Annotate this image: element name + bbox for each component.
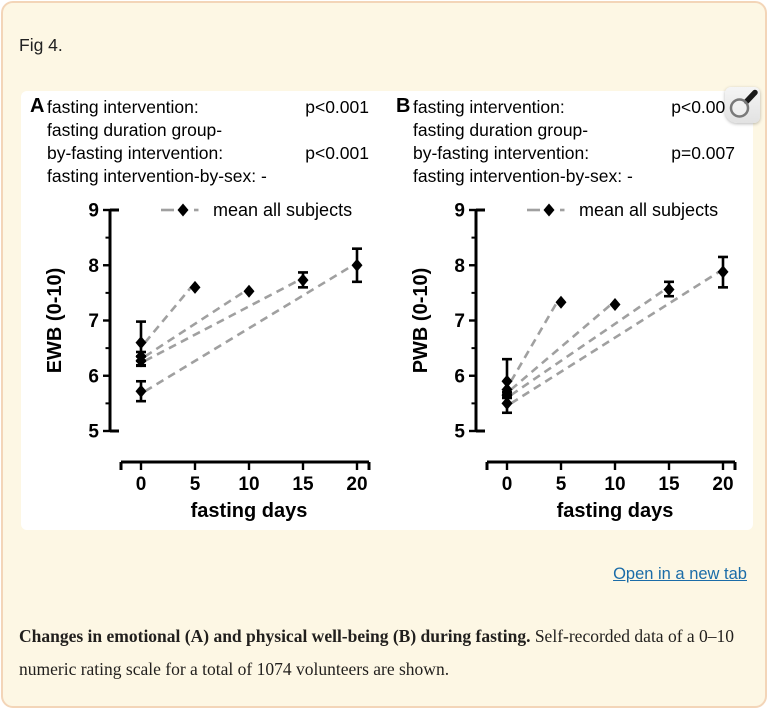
data-point — [189, 280, 201, 294]
x-axis: 0 5 10 15 20 fasting days — [119, 460, 371, 522]
caption-bold-text: Changes in emotional (A) and physical we… — [19, 626, 531, 646]
panel-b-header: B fasting intervention: p<0.001 fasting … — [387, 91, 753, 191]
svg-text:0: 0 — [502, 474, 513, 495]
svg-text:5: 5 — [88, 422, 99, 443]
svg-text:mean all subjects: mean all subjects — [579, 200, 718, 220]
svg-text:7: 7 — [454, 311, 465, 332]
legend: mean all subjects — [527, 200, 718, 220]
x-axis-title: fasting days — [557, 500, 674, 522]
data-series — [135, 247, 363, 403]
y-axis: 5 6 7 8 9 EWB (0-10) — [44, 201, 119, 443]
data-point — [501, 396, 513, 410]
y-axis-title: PWB (0-10) — [410, 268, 432, 374]
annotation-row: fasting duration group- — [413, 119, 735, 142]
chart-panel-a: mean all subjects 5 6 7 8 9 EWB (0-10) 0 5 10 15 20… — [44, 200, 371, 522]
svg-text:0: 0 — [136, 474, 147, 495]
legend-marker — [177, 203, 189, 217]
data-point — [351, 258, 363, 272]
panel-b-letter: B — [396, 95, 411, 117]
open-in-new-tab-link[interactable]: Open in a new tab — [613, 565, 747, 583]
svg-text:5: 5 — [190, 474, 201, 495]
data-point — [555, 295, 567, 309]
chart-panel-b: mean all subjects 5 6 7 8 9 PWB (0-10) 0 5 10 15 20… — [410, 200, 737, 522]
data-point — [135, 354, 147, 368]
zoom-cursor-icon — [725, 87, 760, 123]
caption-regular-text: Self-recorded data of a 0–10 numeric rat… — [19, 626, 735, 679]
annotation-row: fasting intervention: p<0.001 — [47, 96, 369, 119]
annotation-pvalue: p<0.001 — [305, 143, 369, 163]
annotation-row: by-fasting intervention: p=0.007 — [413, 142, 735, 165]
data-point — [297, 273, 309, 287]
data-point — [609, 297, 621, 311]
figure-label: Fig 4. — [19, 35, 63, 55]
annotation-label: by-fasting intervention: — [413, 143, 590, 163]
data-point — [243, 284, 255, 298]
annotation-label: fasting intervention-by-sex: - — [47, 166, 267, 186]
annotation-label: fasting intervention-by-sex: - — [413, 166, 633, 186]
annotation-row: fasting intervention-by-sex: - — [47, 165, 369, 188]
svg-text:10: 10 — [604, 474, 625, 495]
data-series — [501, 255, 729, 415]
trend-line — [144, 279, 300, 362]
figure-image[interactable]: A fasting intervention: p<0.001 fasting … — [21, 87, 760, 530]
data-point — [663, 283, 675, 297]
svg-text:10: 10 — [238, 474, 259, 495]
svg-text:8: 8 — [454, 256, 465, 277]
trend-line — [144, 286, 192, 344]
svg-text:9: 9 — [454, 201, 465, 222]
svg-text:8: 8 — [88, 256, 99, 277]
legend-marker — [543, 203, 555, 217]
annotation-pvalue: p<0.001 — [305, 97, 369, 117]
svg-text:6: 6 — [454, 366, 465, 387]
trend-line — [144, 264, 354, 393]
trend-line — [510, 303, 612, 391]
svg-text:7: 7 — [88, 311, 99, 332]
annotation-row: fasting intervention: p<0.001 — [413, 96, 735, 119]
y-axis-title: EWB (0-10) — [44, 268, 66, 374]
panel-a: A fasting intervention: p<0.001 fasting … — [21, 91, 387, 530]
annotation-label: fasting duration group- — [413, 120, 589, 140]
x-axis-title: fasting days — [191, 500, 308, 522]
annotation-label: by-fasting intervention: — [47, 143, 224, 163]
svg-text:mean all subjects: mean all subjects — [213, 200, 352, 220]
data-point — [135, 384, 147, 398]
panel-a-header: A fasting intervention: p<0.001 fasting … — [21, 91, 387, 191]
annotation-label: fasting intervention: — [47, 97, 199, 117]
trend-line — [509, 301, 559, 382]
legend: mean all subjects — [161, 200, 352, 220]
annotation-pvalue: p=0.007 — [671, 143, 735, 163]
svg-text:20: 20 — [712, 474, 733, 495]
annotation-row: fasting duration group- — [47, 119, 369, 142]
svg-text:20: 20 — [346, 474, 367, 495]
panel-a-letter: A — [30, 95, 45, 117]
annotation-pvalue: p<0.001 — [671, 97, 735, 117]
annotation-label: fasting intervention: — [413, 97, 565, 117]
figure-caption: Changes in emotional (A) and physical we… — [19, 620, 759, 686]
data-point — [717, 265, 729, 279]
data-point — [501, 388, 513, 402]
svg-text:9: 9 — [88, 201, 99, 222]
data-point — [135, 336, 147, 350]
y-axis: 5 6 7 8 9 PWB (0-10) — [410, 201, 485, 443]
data-point — [501, 374, 513, 388]
annotation-row: fasting intervention-by-sex: - — [413, 165, 735, 188]
panel-b: B fasting intervention: p<0.001 fasting … — [387, 91, 753, 530]
annotation-label: fasting duration group- — [47, 120, 223, 140]
svg-text:15: 15 — [658, 474, 680, 495]
svg-text:15: 15 — [292, 474, 314, 495]
trend-line — [510, 270, 720, 405]
annotation-row: by-fasting intervention: p<0.001 — [47, 142, 369, 165]
trend-line — [510, 288, 666, 397]
svg-text:5: 5 — [454, 422, 465, 443]
x-axis: 0 5 10 15 20 fasting days — [485, 460, 737, 522]
svg-text:6: 6 — [88, 366, 99, 387]
svg-text:5: 5 — [556, 474, 567, 495]
trend-line — [144, 290, 246, 358]
